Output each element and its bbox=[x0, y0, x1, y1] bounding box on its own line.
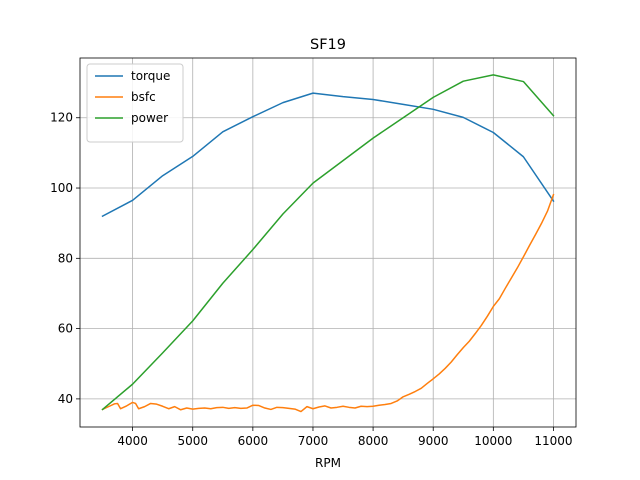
x-tick-label: 5000 bbox=[177, 434, 208, 448]
legend-label-power: power bbox=[131, 111, 168, 125]
legend-box bbox=[86, 63, 184, 143]
x-tick-label: 10000 bbox=[474, 434, 512, 448]
chart-title: SF19 bbox=[310, 37, 346, 53]
series-line-power bbox=[101, 74, 555, 411]
y-tick-label: 100 bbox=[50, 181, 73, 195]
y-tick-label: 80 bbox=[58, 251, 73, 265]
x-tick-label: 9000 bbox=[418, 434, 449, 448]
x-tick-label: 6000 bbox=[238, 434, 269, 448]
x-tick-label: 7000 bbox=[298, 434, 329, 448]
y-tick-label: 60 bbox=[58, 322, 73, 336]
x-tick-label: 4000 bbox=[117, 434, 148, 448]
y-tick-label: 120 bbox=[50, 111, 73, 125]
x-axis-label: RPM bbox=[315, 456, 341, 470]
y-tick-label: 40 bbox=[58, 392, 73, 406]
legend: torque bsfc power bbox=[86, 63, 184, 143]
series-line-torque bbox=[101, 92, 555, 218]
plot-frame bbox=[79, 57, 577, 428]
series-line-bsfc bbox=[101, 193, 555, 413]
axis-ticks: 4000 5000 6000 7000 8000 9000 10000 11000 40 60 80… bbox=[50, 111, 572, 448]
series-lines bbox=[101, 74, 555, 413]
legend-label-torque: torque bbox=[131, 69, 170, 83]
x-tick-label: 8000 bbox=[358, 434, 389, 448]
grid bbox=[80, 58, 576, 427]
x-tick-label: 11000 bbox=[534, 434, 572, 448]
legend-label-bsfc: bsfc bbox=[131, 90, 156, 104]
